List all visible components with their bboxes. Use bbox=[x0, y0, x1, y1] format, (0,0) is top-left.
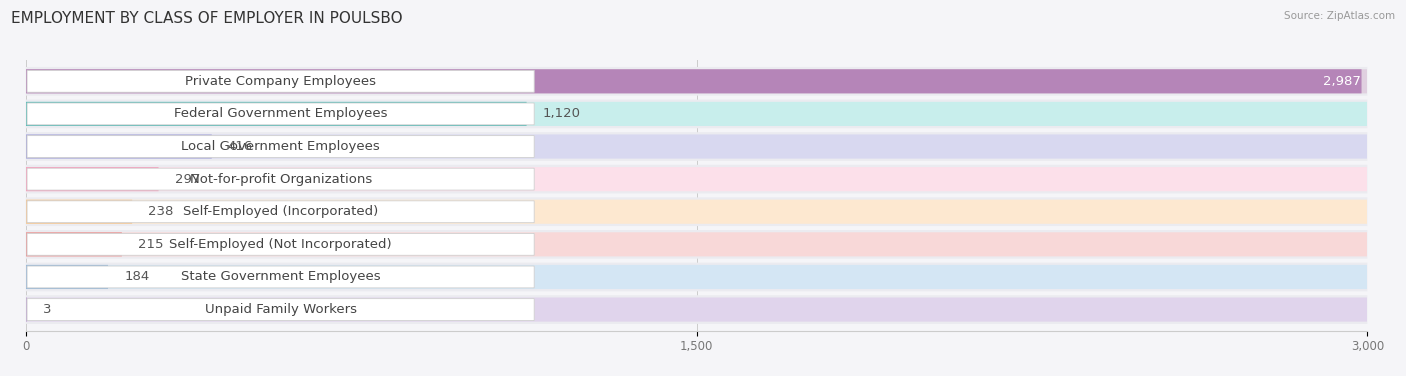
FancyBboxPatch shape bbox=[27, 233, 534, 255]
Text: 1,120: 1,120 bbox=[543, 108, 581, 120]
Text: 184: 184 bbox=[124, 270, 149, 284]
Text: 238: 238 bbox=[148, 205, 173, 218]
FancyBboxPatch shape bbox=[25, 262, 1368, 291]
FancyBboxPatch shape bbox=[27, 299, 534, 320]
Text: Self-Employed (Incorporated): Self-Employed (Incorporated) bbox=[183, 205, 378, 218]
FancyBboxPatch shape bbox=[25, 232, 1368, 256]
FancyBboxPatch shape bbox=[25, 297, 1368, 321]
Text: State Government Employees: State Government Employees bbox=[181, 270, 381, 284]
FancyBboxPatch shape bbox=[25, 167, 159, 191]
FancyBboxPatch shape bbox=[25, 165, 1368, 194]
FancyBboxPatch shape bbox=[27, 103, 534, 125]
FancyBboxPatch shape bbox=[25, 67, 1368, 96]
FancyBboxPatch shape bbox=[25, 100, 1368, 128]
FancyBboxPatch shape bbox=[25, 69, 1361, 93]
FancyBboxPatch shape bbox=[25, 230, 1368, 259]
FancyBboxPatch shape bbox=[25, 200, 1368, 224]
FancyBboxPatch shape bbox=[25, 200, 132, 224]
FancyBboxPatch shape bbox=[25, 167, 1368, 191]
FancyBboxPatch shape bbox=[25, 197, 1368, 226]
Text: Not-for-profit Organizations: Not-for-profit Organizations bbox=[190, 173, 371, 186]
Text: 416: 416 bbox=[228, 140, 253, 153]
FancyBboxPatch shape bbox=[25, 69, 1368, 93]
FancyBboxPatch shape bbox=[25, 265, 108, 289]
FancyBboxPatch shape bbox=[25, 102, 527, 126]
FancyBboxPatch shape bbox=[27, 168, 534, 190]
Text: 215: 215 bbox=[138, 238, 163, 251]
FancyBboxPatch shape bbox=[27, 70, 534, 92]
FancyBboxPatch shape bbox=[27, 136, 534, 158]
Text: Federal Government Employees: Federal Government Employees bbox=[174, 108, 388, 120]
FancyBboxPatch shape bbox=[27, 266, 534, 288]
Text: Local Government Employees: Local Government Employees bbox=[181, 140, 380, 153]
FancyBboxPatch shape bbox=[25, 135, 1368, 159]
FancyBboxPatch shape bbox=[25, 132, 1368, 161]
Text: 3: 3 bbox=[44, 303, 52, 316]
FancyBboxPatch shape bbox=[25, 232, 122, 256]
Text: EMPLOYMENT BY CLASS OF EMPLOYER IN POULSBO: EMPLOYMENT BY CLASS OF EMPLOYER IN POULS… bbox=[11, 11, 404, 26]
Text: 2,987: 2,987 bbox=[1323, 75, 1361, 88]
Text: Private Company Employees: Private Company Employees bbox=[186, 75, 377, 88]
Text: Source: ZipAtlas.com: Source: ZipAtlas.com bbox=[1284, 11, 1395, 21]
FancyBboxPatch shape bbox=[25, 265, 1368, 289]
FancyBboxPatch shape bbox=[27, 201, 534, 223]
Text: 297: 297 bbox=[174, 173, 200, 186]
FancyBboxPatch shape bbox=[25, 135, 212, 159]
FancyBboxPatch shape bbox=[25, 295, 1368, 324]
Text: Self-Employed (Not Incorporated): Self-Employed (Not Incorporated) bbox=[169, 238, 392, 251]
FancyBboxPatch shape bbox=[25, 102, 1368, 126]
Text: Unpaid Family Workers: Unpaid Family Workers bbox=[205, 303, 357, 316]
